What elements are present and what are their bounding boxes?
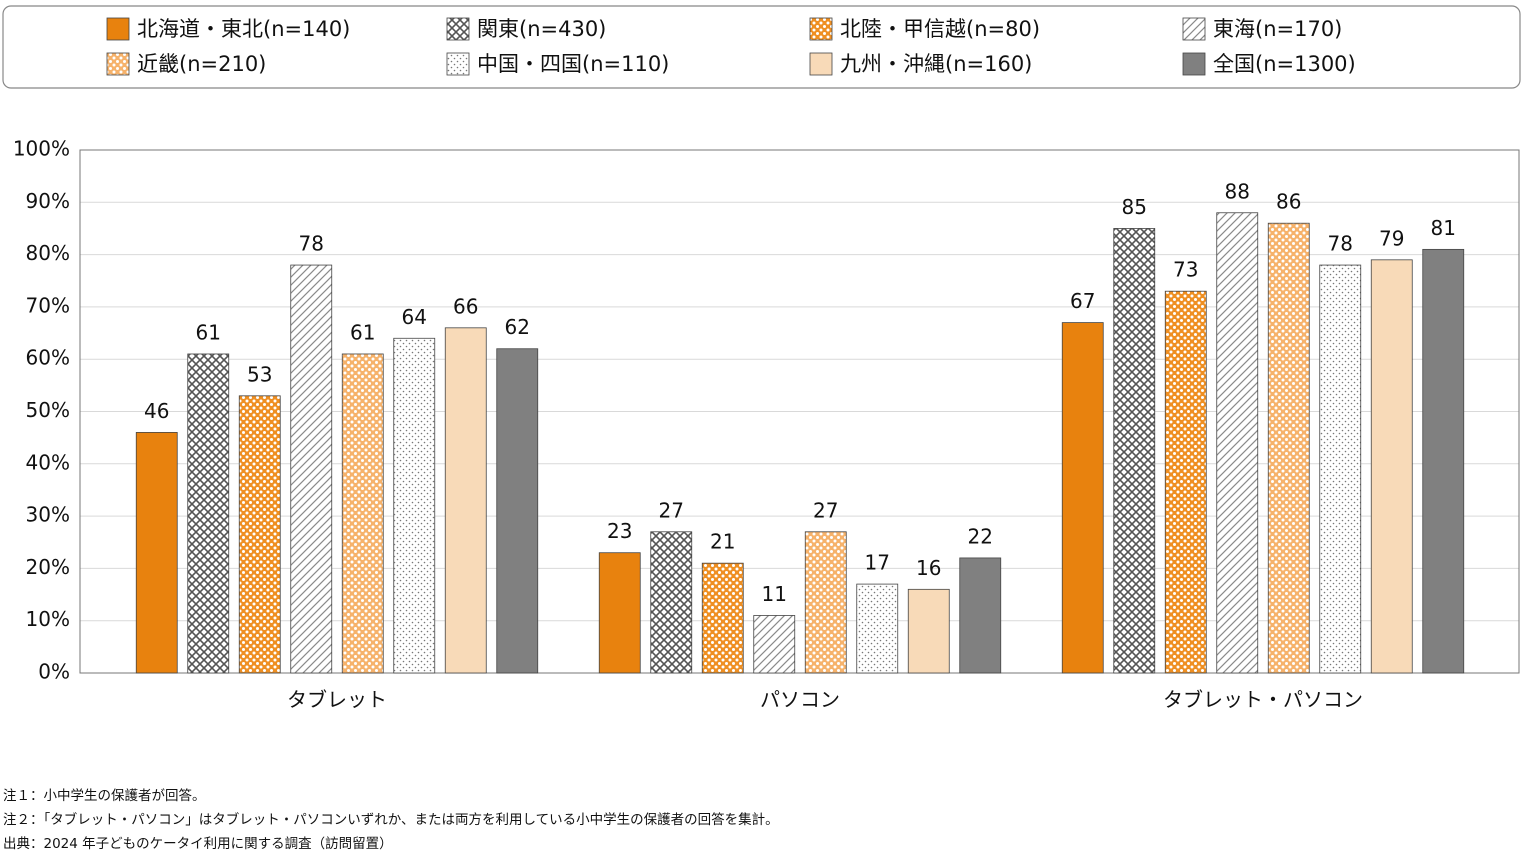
y-tick-label: 70% [26,293,70,317]
footnote: 出典：2024 年子どものケータイ利用に関する調査（訪問留置） [3,836,393,851]
bar [1216,212,1259,674]
legend-swatch [106,17,130,41]
bar [753,615,796,674]
data-label: 16 [916,556,941,580]
bar [1061,322,1104,674]
data-label: 53 [247,362,272,386]
bar [1319,264,1362,674]
x-tick-label: パソコン [760,688,840,712]
bar [393,337,436,674]
x-tick-label: タブレット [287,688,387,712]
legend-swatch [1182,52,1206,76]
legend-label: 関東(n=430) [477,17,606,41]
y-tick-label: 80% [26,241,70,265]
data-label: 79 [1379,226,1404,250]
footnote: 注２：「タブレット・パソコン」はタブレット・パソコンいずれか、または両方を利用し… [3,811,779,828]
bar [804,531,847,674]
data-label: 78 [299,232,324,256]
legend-swatch [1182,17,1206,41]
data-label: 81 [1431,216,1456,240]
data-label: 66 [453,294,478,318]
data-label: 61 [196,320,221,344]
legend-swatch [446,52,470,76]
legend-swatch [809,52,833,76]
data-label: 61 [350,320,375,344]
bar [444,327,487,674]
bar [496,348,539,674]
legend-label: 全国(n=1300) [1213,52,1356,76]
y-tick-label: 60% [26,346,70,370]
data-label: 62 [505,315,530,339]
legend-label: 北海道・東北(n=140) [137,17,350,41]
data-label: 11 [762,582,787,606]
bar [907,588,950,674]
y-tick-label: 100% [13,137,70,161]
y-tick-label: 90% [26,189,70,213]
data-label: 17 [865,551,890,575]
bar [290,264,333,674]
data-label: 73 [1173,258,1198,282]
data-label: 21 [710,530,735,554]
bar [238,395,281,674]
footnote: 注１：小中学生の保護者が回答。 [3,787,206,804]
legend-swatch [809,17,833,41]
bar [1422,248,1465,674]
bar [341,353,384,674]
y-tick-label: 40% [26,450,70,474]
data-label: 64 [402,305,427,329]
legend-swatch [446,17,470,41]
plot-frame [79,149,1520,674]
legend-label: 中国・四国(n=110) [477,52,669,76]
legend-swatch [106,52,130,76]
bar [1370,259,1413,674]
bar [959,557,1002,674]
bar [1164,290,1207,674]
data-label: 86 [1276,190,1301,214]
data-label: 23 [607,519,632,543]
bar [598,552,641,674]
bar [701,562,744,674]
legend-label: 北陸・甲信越(n=80) [840,17,1040,41]
bar [1267,222,1310,674]
legend-label: 近畿(n=210) [137,52,266,76]
bar [1113,228,1156,674]
data-label: 88 [1225,179,1250,203]
legend-label: 九州・沖縄(n=160) [840,52,1032,76]
data-label: 85 [1122,195,1147,219]
data-label: 22 [968,524,993,548]
data-label: 78 [1328,232,1353,256]
legend-label: 東海(n=170) [1213,17,1342,41]
bar [856,583,899,674]
data-label: 27 [659,498,684,522]
bar [187,353,230,674]
y-tick-label: 30% [26,503,70,527]
data-label: 67 [1070,289,1095,313]
y-tick-label: 20% [26,555,70,579]
y-tick-label: 50% [26,398,70,422]
data-label: 46 [144,399,169,423]
legend-box [2,5,1521,89]
bar [135,432,178,674]
y-tick-label: 10% [26,607,70,631]
y-tick-label: 0% [38,660,70,684]
bar [650,531,693,674]
data-label: 27 [813,498,838,522]
x-tick-label: タブレット・パソコン [1163,688,1363,712]
